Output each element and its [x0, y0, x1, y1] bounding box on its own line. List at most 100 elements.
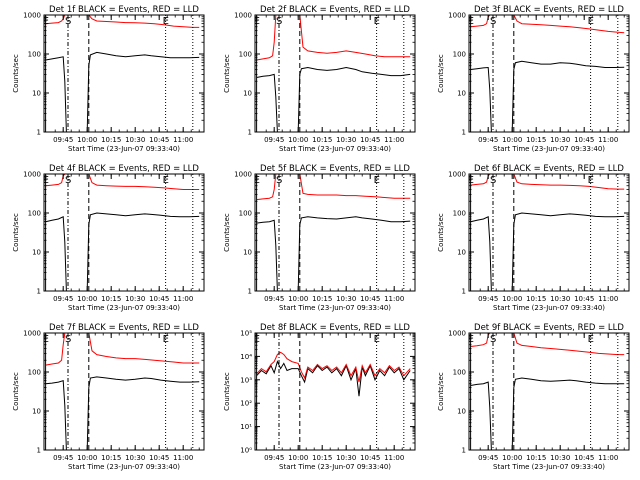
x-tick-label: 10:45: [149, 454, 169, 462]
series-events: [45, 376, 200, 450]
x-tick-label: 10:15: [312, 136, 332, 144]
x-axis-label: Start Time (23-Jun-07 09:33:40): [68, 304, 180, 312]
series-events: [45, 51, 200, 132]
y-tick-label: 10: [457, 408, 466, 416]
plot-frame: [43, 173, 205, 292]
y-tick-label: 10⁴: [240, 353, 252, 361]
marker-label: S: [490, 16, 496, 27]
y-tick-label: 10: [243, 90, 252, 98]
x-axis-label: Start Time (23-Jun-07 09:33:40): [493, 304, 605, 312]
marker-label: E: [43, 16, 49, 27]
marker-label: E: [43, 334, 49, 345]
y-tick-label: 10: [32, 90, 41, 98]
series-events: [470, 212, 625, 291]
x-axis-label: Start Time (23-Jun-07 09:33:40): [68, 463, 180, 471]
series-lld: [45, 15, 200, 28]
series-events: [470, 60, 625, 132]
x-tick-label: 10:30: [336, 136, 356, 144]
x-axis-label: Start Time (23-Jun-07 09:33:40): [279, 145, 391, 153]
x-tick-label: 09:45: [264, 454, 284, 462]
panel-1: E S E 1 10 100 1000 09:45 10:00 10:15 10:30 10:45 11…: [12, 5, 205, 153]
panel-9: E S E 1 10 100 1000 09:45 10:00 10:15 10:30 10:45 11…: [437, 323, 630, 471]
y-tick-label: 100: [453, 210, 466, 218]
panel-6: E S E 1 10 100 1000 09:45 10:00 10:15 10:30 10:45 11…: [437, 164, 630, 312]
series-events: [470, 377, 625, 450]
marker-label: E: [468, 16, 474, 27]
marker-label: E: [588, 334, 594, 345]
y-tick-label: 1000: [234, 12, 252, 20]
x-tick-label: 10:30: [336, 295, 356, 303]
x-tick-label: 10:15: [526, 295, 546, 303]
x-axis-label: Start Time (23-Jun-07 09:33:40): [279, 304, 391, 312]
y-axis-label: Counts/sec: [12, 54, 20, 93]
series-events: [45, 212, 200, 291]
y-tick-label: 1: [462, 447, 466, 455]
x-tick-label: 10:30: [125, 295, 145, 303]
y-tick-label: 100: [28, 369, 41, 377]
plot-title: Det 7f BLACK = Events, RED = LLD: [49, 323, 199, 333]
plot-title: Det 4f BLACK = Events, RED = LLD: [49, 164, 199, 174]
x-tick-label: 10:45: [360, 136, 380, 144]
x-tick-label: 11:00: [384, 454, 404, 462]
marker-label: E: [588, 175, 594, 186]
marker-label: E: [468, 334, 474, 345]
x-tick-label: 09:45: [53, 136, 73, 144]
y-tick-label: 10: [32, 249, 41, 257]
marker-label: E: [254, 175, 260, 186]
x-axis-label: Start Time (23-Jun-07 09:33:40): [493, 145, 605, 153]
panel-2: E S E 1 10 100 1000 09:45 10:00 10:15 10:30 10:45 11…: [223, 5, 416, 153]
plot-frame: [468, 173, 630, 292]
marker-label: S: [65, 334, 71, 345]
series-lld: [45, 174, 200, 190]
x-tick-label: 10:30: [336, 454, 356, 462]
y-axis-label: Counts/sec: [223, 372, 231, 411]
y-tick-label: 10: [457, 249, 466, 257]
y-tick-label: 10²: [240, 400, 252, 408]
plot-frame: [468, 332, 630, 451]
x-tick-label: 10:15: [312, 454, 332, 462]
y-tick-label: 1: [37, 447, 41, 455]
x-tick-label: 10:15: [101, 295, 121, 303]
series-lld: [256, 15, 411, 61]
marker-label: E: [374, 334, 380, 345]
x-tick-label: 10:30: [125, 454, 145, 462]
x-tick-label: 10:30: [550, 136, 570, 144]
series-lld: [470, 174, 625, 190]
y-tick-label: 1000: [23, 12, 41, 20]
x-tick-label: 10:00: [502, 295, 522, 303]
y-tick-label: 10: [457, 90, 466, 98]
x-tick-label: 09:45: [478, 136, 498, 144]
x-tick-label: 10:00: [77, 136, 97, 144]
plot-frame: [43, 14, 205, 133]
plot-frame: [254, 332, 416, 451]
marker-label: E: [163, 334, 169, 345]
y-tick-label: 100: [453, 369, 466, 377]
plot-title: Det 9f BLACK = Events, RED = LLD: [474, 323, 624, 333]
y-tick-label: 1000: [23, 171, 41, 179]
panel-7: E S E 1 10 100 1000 09:45 10:00 10:15 10:30 10:45 11…: [12, 323, 205, 471]
plot-title: Det 3f BLACK = Events, RED = LLD: [474, 5, 624, 15]
x-tick-label: 10:00: [77, 295, 97, 303]
y-tick-label: 10¹: [240, 423, 252, 431]
y-tick-label: 10⁵: [240, 330, 252, 338]
x-tick-label: 11:00: [173, 454, 193, 462]
y-tick-label: 10: [243, 249, 252, 257]
x-tick-label: 10:30: [550, 295, 570, 303]
marker-label: S: [65, 16, 71, 27]
x-tick-label: 10:15: [526, 454, 546, 462]
y-tick-label: 10⁰: [240, 447, 252, 455]
marker-label: E: [254, 334, 260, 345]
y-axis-label: Counts/sec: [12, 372, 20, 411]
y-tick-label: 1: [37, 129, 41, 137]
x-tick-label: 09:45: [264, 136, 284, 144]
y-axis-label: Counts/sec: [437, 213, 445, 252]
y-axis-label: Counts/sec: [223, 54, 231, 93]
y-axis-label: Counts/sec: [437, 54, 445, 93]
series-lld: [470, 15, 625, 34]
x-tick-label: 10:45: [574, 136, 594, 144]
series-lld: [256, 174, 411, 201]
plot-frame: [254, 173, 416, 292]
x-tick-label: 10:00: [502, 136, 522, 144]
